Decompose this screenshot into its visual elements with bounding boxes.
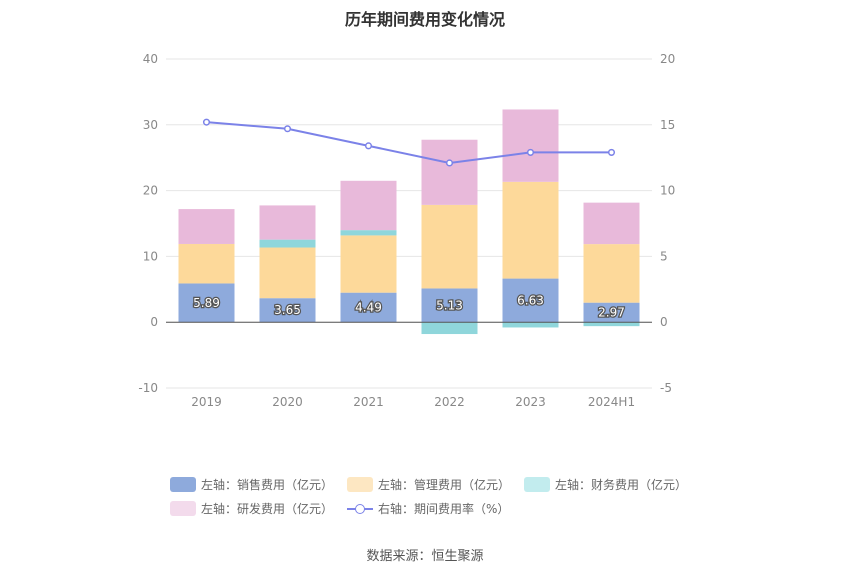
left-axis-tick-label: 30 [143,118,158,132]
legend-swatch-admin [347,476,374,492]
x-axis-tick-label: 2024H1 [588,395,635,409]
left-axis-tick-label: 20 [143,184,158,198]
data-label: 5.89 [193,296,220,310]
x-axis-tick-label: 2023 [515,395,546,409]
right-axis-tick-label: 5 [660,249,668,263]
legend-label-admin: 左轴：管理费用（亿元） [378,477,511,492]
bar-segment-2-4 [502,322,559,328]
bar-segment-3-3 [421,139,478,205]
bar-segment-2-2 [340,230,397,236]
bar-segment-0-2 [340,292,397,323]
bar-segment-0-3 [421,288,478,323]
bar-segment-0-4 [502,278,559,323]
chart-title: 历年期间费用变化情况 [344,10,505,29]
legend-item-admin[interactable]: 左轴：管理费用（亿元） [347,476,510,493]
expense-rate-point [202,118,211,126]
left-axis-tick-label: 10 [143,249,158,263]
left-axis-tick-label: -10 [138,381,158,395]
legend-item-sales[interactable]: 左轴：销售费用（亿元） [170,476,333,493]
data-label: 5.13 [436,298,463,312]
legend-item-rd[interactable]: 左轴：研发费用（亿元） [170,500,333,517]
right-axis-tick-label: 10 [660,184,675,198]
bar-segment-3-1 [259,205,316,240]
expense-rate-line [206,121,612,164]
x-axis-tick-label: 2020 [272,395,303,409]
legend-label-expense-rate: 右轴：期间费用率（%） [378,501,510,516]
right-axis-tick-label: 15 [660,118,675,132]
left-axis-tick-label: 40 [143,52,158,66]
expense-rate-point [526,148,535,156]
legend: 左轴：销售费用（亿元） 左轴：管理费用（亿元） 左轴：财务费用（亿元） 左轴：研… [170,472,690,520]
x-axis-tick-label: 2021 [353,395,384,409]
x-axis-tick-label: 2022 [434,395,465,409]
bar-segment-0-5 [583,302,640,323]
data-label: 6.63 [517,293,544,307]
bar-segment-3-4 [502,109,559,182]
data-label: 2.97 [598,305,625,319]
expense-rate-point [364,142,373,150]
bar-segment-3-2 [340,180,397,231]
bar-segment-1-0 [178,243,235,284]
bar-segment-3-5 [583,202,640,245]
bar-segment-2-3 [421,322,478,335]
bar-segment-1-1 [259,247,316,299]
right-axis-tick-label: 0 [660,315,668,329]
right-axis-tick-label: 20 [660,52,675,66]
data-source: 数据来源：恒生聚源 [366,549,484,564]
bar-segment-2-1 [259,239,316,248]
bar-segment-1-3 [421,204,478,289]
right-axis-tick-label: -5 [660,381,672,395]
bar-segment-3-0 [178,209,235,244]
legend-swatch-rd [170,500,196,516]
x-axis-tick-label: 2019 [191,395,222,409]
expense-rate-point [445,159,454,167]
bar-segment-2-5 [583,322,640,327]
legend-row-1: 左轴：销售费用（亿元） 左轴：管理费用（亿元） 左轴：财务费用（亿元） [170,472,690,496]
bar-segment-0-0 [178,283,235,323]
legend-swatch-finance [524,476,551,492]
bar-segment-0-1 [259,298,316,323]
bar-segment-1-5 [583,244,640,303]
data-label: 3.65 [274,303,301,317]
legend-label-sales: 左轴：销售费用（亿元） [201,477,334,492]
left-axis-tick-label: 0 [150,315,158,329]
legend-label-rd: 左轴：研发费用（亿元） [201,501,334,516]
legend-item-finance[interactable]: 左轴：财务费用（亿元） [524,476,687,493]
data-label: 4.49 [355,300,382,314]
bar-segment-1-4 [502,181,559,279]
legend-row-2: 左轴：研发费用（亿元） 右轴：期间费用率（%） [170,496,690,520]
legend-swatch-sales [170,476,196,492]
legend-item-expense-rate[interactable]: 右轴：期间费用率（%） [347,500,509,517]
expense-rate-point [283,125,292,133]
bar-segment-1-2 [340,235,397,293]
legend-label-finance: 左轴：财务费用（亿元） [555,477,688,492]
expense-rate-point [607,148,616,156]
legend-swatch-expense-rate [347,501,374,516]
